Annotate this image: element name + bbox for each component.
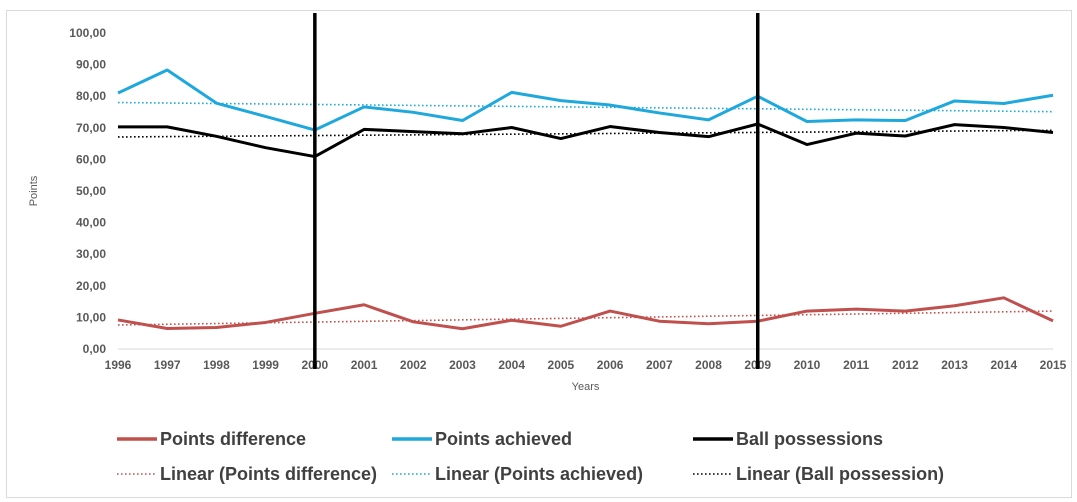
y-tick-label: 20,00 (76, 279, 106, 293)
y-axis-title: Points (28, 175, 40, 206)
legend-label-linear-points-achieved: Linear (Points achieved) (435, 464, 643, 484)
x-tick-label: 2005 (548, 358, 575, 372)
x-tick-label: 1999 (252, 358, 279, 372)
x-tick-label: 2006 (597, 358, 624, 372)
x-tick-label: 2011 (843, 358, 869, 372)
y-tick-label: 100,00 (69, 26, 106, 40)
x-tick-label: 2012 (892, 358, 919, 372)
x-tick-label: 2015 (1040, 358, 1067, 372)
y-tick-label: 30,00 (76, 247, 106, 261)
legend-label-points-achieved: Points achieved (435, 429, 572, 449)
legend-label-ball-possessions: Ball possessions (736, 429, 883, 449)
y-tick-label: 80,00 (76, 89, 106, 103)
legend: Points difference Points achieved Ball pos… (117, 429, 944, 484)
chart-frame: 0,00 10,00 20,00 30,00 40,00 50,00 60,00 70,00 8… (6, 10, 1072, 498)
x-tick-label: 1996 (105, 358, 132, 372)
y-axis-ticks: 0,00 10,00 20,00 30,00 40,00 50,00 60,00 70,00 8… (69, 26, 106, 356)
legend-label-linear-points-difference: Linear (Points difference) (160, 464, 377, 484)
x-tick-label: 2007 (646, 358, 673, 372)
series-line-ball-possessions (118, 122, 1054, 159)
y-tick-label: 60,00 (76, 152, 106, 166)
y-tick-label: 40,00 (76, 216, 106, 230)
y-tick-label: 70,00 (76, 121, 106, 135)
legend-label-linear-ball-possession: Linear (Ball possession) (736, 464, 944, 484)
series-layer (117, 68, 1054, 331)
vertical-markers (313, 13, 760, 369)
y-tick-label: 10,00 (76, 310, 106, 324)
x-tick-label: 2002 (400, 358, 427, 372)
x-tick-label: 2003 (449, 358, 476, 372)
line-chart: 0,00 10,00 20,00 30,00 40,00 50,00 60,00 70,00 8… (28, 13, 1067, 484)
legend-label-points-difference: Points difference (160, 429, 306, 449)
x-tick-label: 2014 (990, 358, 1017, 372)
x-tick-label: 1998 (203, 358, 230, 372)
y-tick-label: 50,00 (76, 184, 106, 198)
series-line-points-difference (117, 296, 1054, 331)
x-tick-label: 2001 (351, 358, 378, 372)
y-tick-label: 0,00 (83, 342, 107, 356)
x-tick-label: 1997 (154, 358, 181, 372)
y-tick-label: 90,00 (76, 58, 106, 72)
x-tick-label: 2010 (794, 358, 821, 372)
x-tick-label: 2013 (941, 358, 968, 372)
x-tick-label: 2008 (695, 358, 722, 372)
x-axis-title: Years (572, 381, 600, 393)
x-tick-label: 2004 (498, 358, 525, 372)
x-axis-ticks: 1996199719981999200020012002200320042005… (105, 358, 1067, 372)
series-line-points-achieved (117, 68, 1054, 132)
